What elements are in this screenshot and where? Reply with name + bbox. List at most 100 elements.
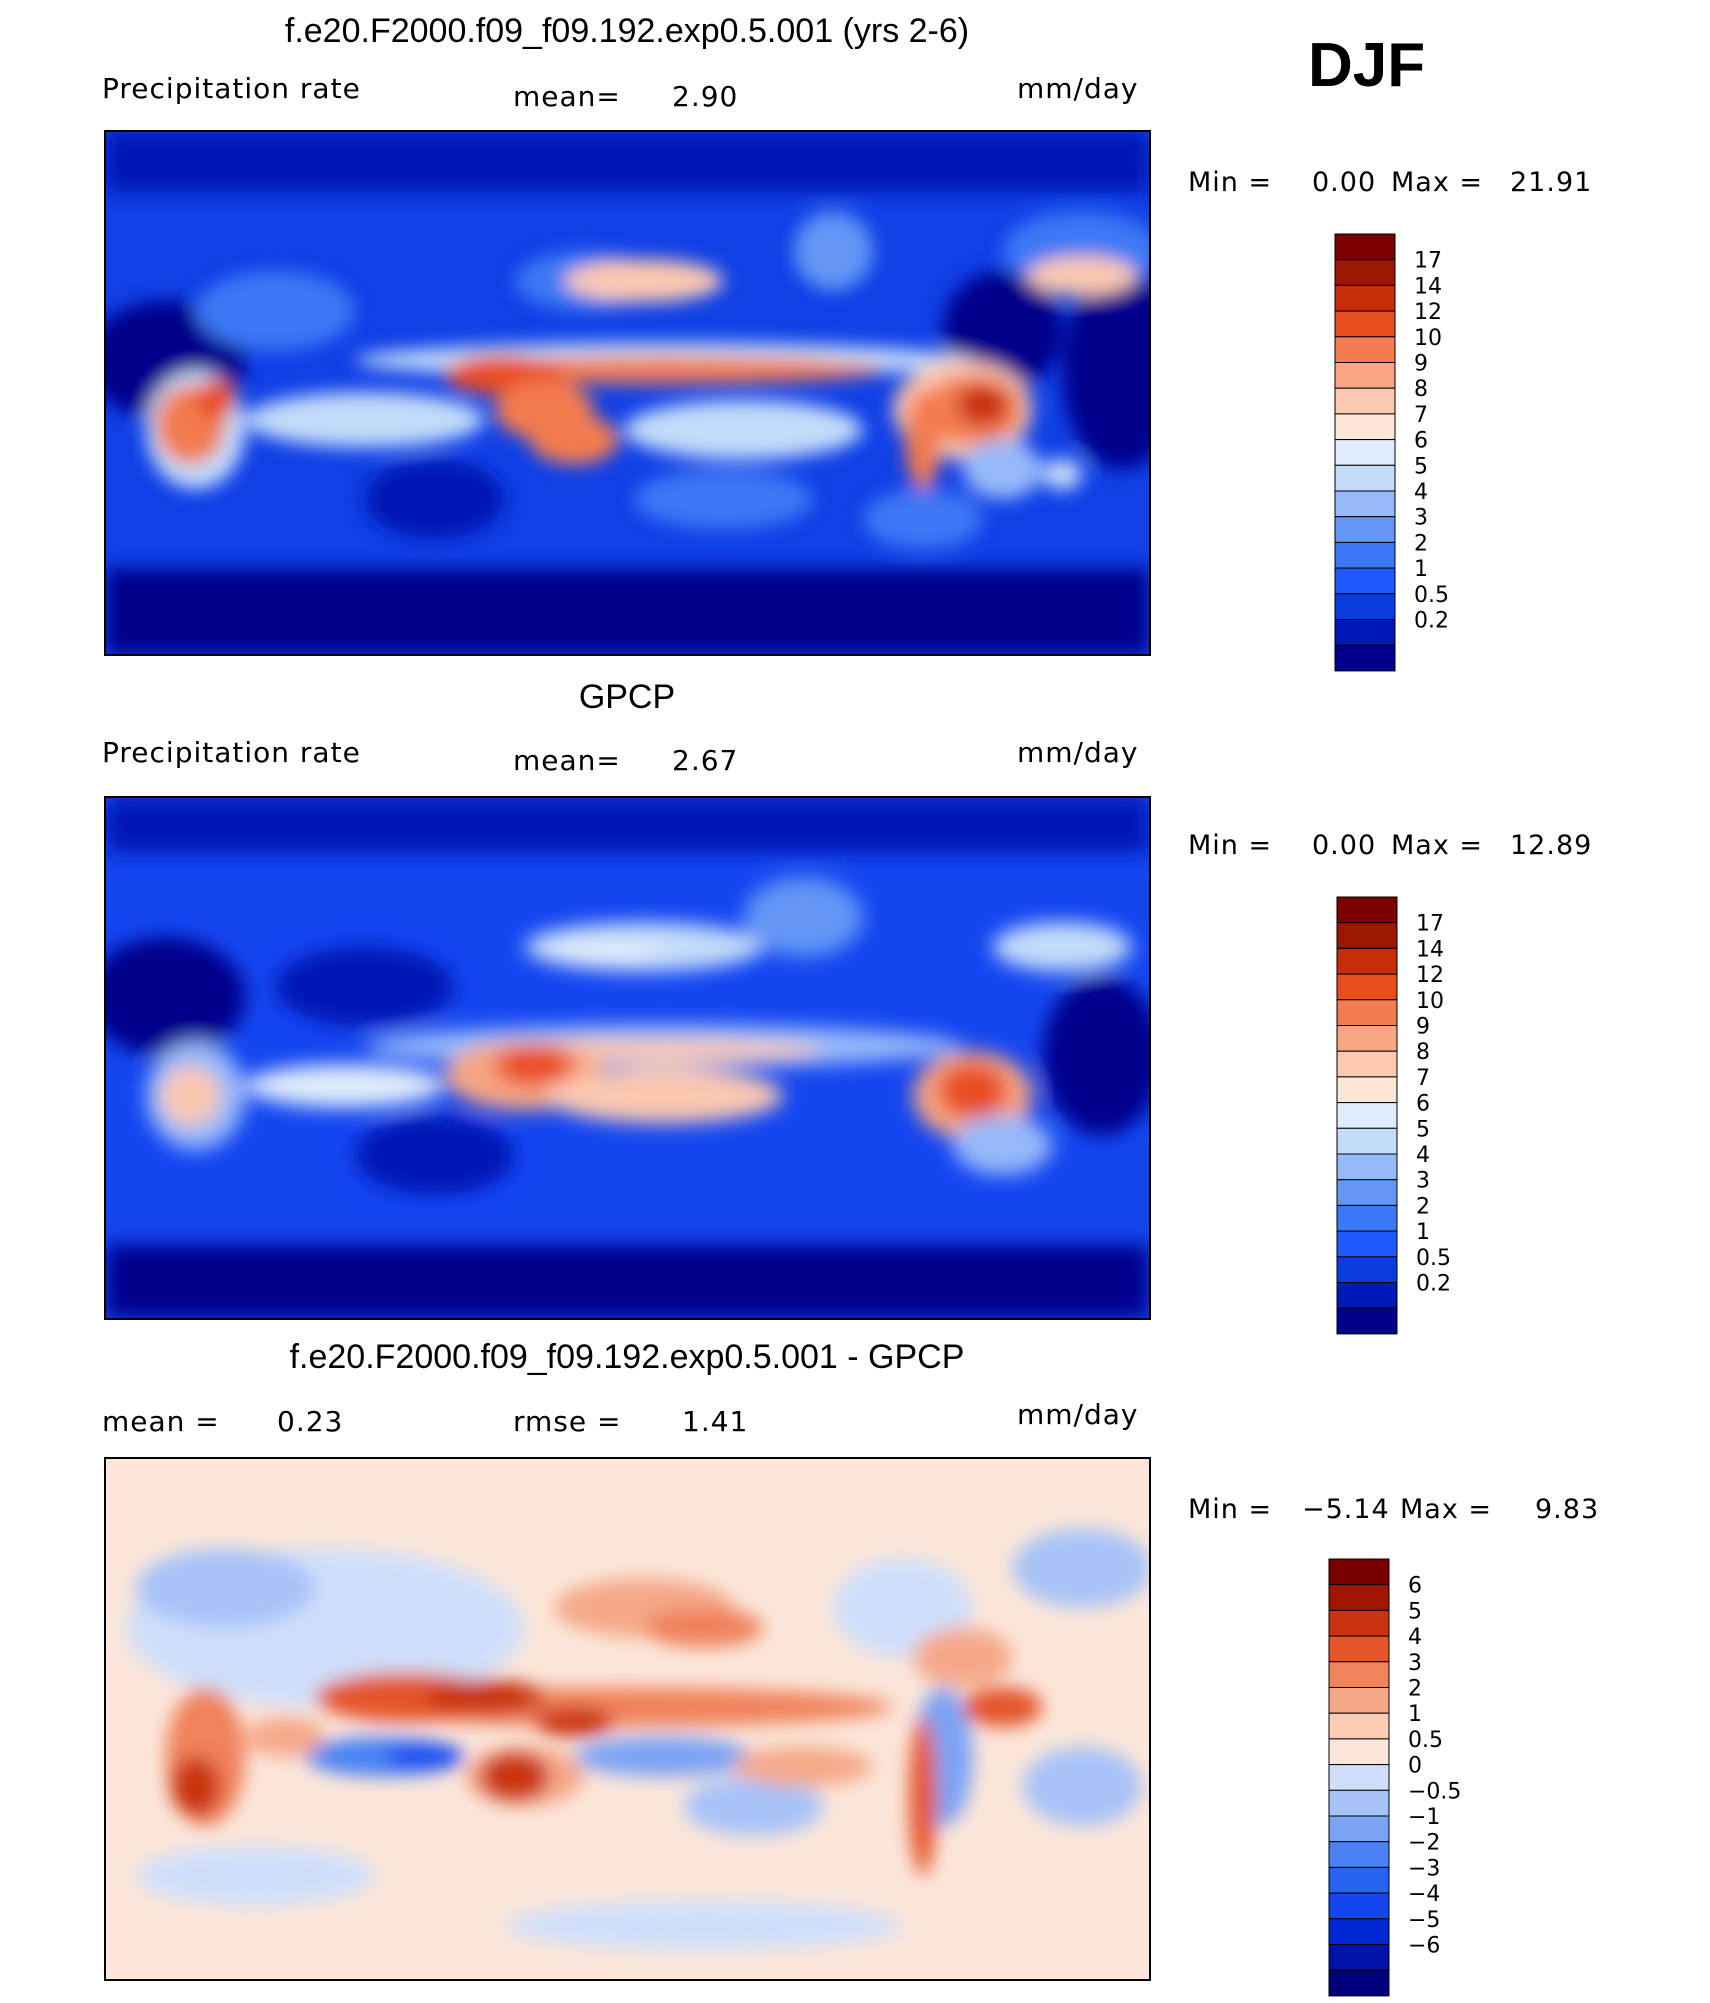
colorbar-tick-label: 10 (1414, 326, 1442, 351)
colorbar-tick-label: −2 (1408, 1831, 1440, 1856)
colorbar-tick-label: 8 (1416, 1040, 1430, 1065)
panel3-map-field (106, 1459, 1149, 1979)
panel1-title: f.e20.F2000.f09_f09.192.exp0.5.001 (yrs … (284, 12, 970, 50)
panel1-min-value: 0.00 (1312, 167, 1377, 198)
colorbar-tick-label: 17 (1414, 249, 1442, 274)
colorbar-tick-label: 5 (1416, 1117, 1430, 1142)
panel2-mean-value: 2.67 (672, 744, 739, 777)
colorbar-tick-label: −3 (1408, 1856, 1440, 1881)
panel3-units: mm/day (1017, 1398, 1139, 1431)
colorbar-swatch (1334, 567, 1396, 595)
colorbar-tick-label: 0.5 (1416, 1246, 1451, 1271)
panel1-mean-label: mean= (513, 80, 621, 113)
colorbar-swatch (1328, 1558, 1390, 1586)
colorbar-swatch (1328, 1944, 1390, 1971)
colorbar-swatch (1336, 1179, 1398, 1206)
colorbar-swatch (1328, 1969, 1390, 1997)
colorbar-swatch (1334, 310, 1396, 338)
colorbar-tick-label: 1 (1408, 1702, 1422, 1727)
colorbar-tick-label: 14 (1416, 937, 1444, 962)
colorbar-swatch (1334, 336, 1396, 364)
colorbar-tick-label: 0.2 (1414, 609, 1449, 634)
colorbar-swatch (1336, 1127, 1398, 1155)
colorbar-tick-label: 12 (1414, 300, 1442, 325)
panel1-variable-label: Precipitation rate (102, 72, 361, 105)
colorbar-swatch (1328, 1866, 1390, 1894)
colorbar-swatch (1336, 947, 1398, 975)
colorbar-swatch (1334, 593, 1396, 620)
colorbar-tick-label: −0.5 (1408, 1779, 1461, 1804)
colorbar-tick-label: 6 (1414, 429, 1428, 454)
colorbar-swatch (1328, 1584, 1390, 1611)
panel2-min-value: 0.00 (1312, 830, 1377, 861)
colorbar-tick-label: 5 (1414, 454, 1428, 479)
colorbar-tick-label: 6 (1408, 1574, 1422, 1599)
colorbar-swatch (1334, 439, 1396, 466)
colorbar-tick-label: 3 (1416, 1169, 1430, 1194)
panel1-map-field (106, 132, 1149, 654)
colorbar-swatch (1328, 1841, 1390, 1868)
panel1-units: mm/day (1017, 72, 1139, 105)
colorbar-tick-label: 4 (1408, 1625, 1422, 1650)
colorbar-swatch (1334, 619, 1396, 646)
panel3-mean-label: mean = (102, 1405, 220, 1438)
colorbar-swatch (1334, 413, 1396, 441)
colorbar-swatch (1328, 1738, 1390, 1766)
panel1-min-label: Min = (1188, 167, 1273, 198)
panel2-min-label: Min = (1188, 830, 1273, 861)
panel2-mean-label: mean= (513, 744, 621, 777)
colorbar-swatch (1328, 1687, 1390, 1714)
colorbar-tick-label: −4 (1408, 1882, 1440, 1907)
panel1-max-value: 21.91 (1510, 167, 1593, 198)
panel3-mean-value: 0.23 (277, 1405, 344, 1438)
panel3-title: f.e20.F2000.f09_f09.192.exp0.5.001 - GPC… (289, 1338, 965, 1376)
panel3-rmse-label: rmse = (513, 1405, 622, 1438)
colorbar-swatch (1334, 464, 1396, 492)
colorbar-swatch (1334, 387, 1396, 415)
colorbar-swatch (1336, 896, 1398, 924)
colorbar-swatch (1328, 1609, 1390, 1637)
colorbar-swatch (1334, 259, 1396, 286)
colorbar-swatch (1328, 1764, 1390, 1791)
panel2-title: GPCP (578, 678, 676, 716)
colorbar-tick-label: 4 (1414, 480, 1428, 505)
colorbar-swatch (1334, 541, 1396, 569)
colorbar-swatch (1328, 1815, 1390, 1843)
colorbar-swatch (1336, 1204, 1398, 1232)
colorbar-tick-label: 17 (1416, 912, 1444, 937)
colorbar-swatch (1336, 1153, 1398, 1181)
colorbar-swatch (1336, 1256, 1398, 1283)
colorbar-tick-label: 2 (1414, 531, 1428, 556)
panel2-map-field (106, 798, 1149, 1318)
panel2-max-value: 12.89 (1510, 830, 1593, 861)
colorbar-tick-label: 12 (1416, 963, 1444, 988)
colorbar-tick-label: 4 (1416, 1143, 1430, 1168)
panel3-min-label: Min = (1188, 1494, 1273, 1525)
panel1-mean-value: 2.90 (672, 80, 739, 113)
colorbar-tick-label: 9 (1414, 352, 1428, 377)
panel2-max-label: Max = (1391, 830, 1484, 861)
colorbar-swatch (1336, 1025, 1398, 1052)
panel1-max-label: Max = (1391, 167, 1484, 198)
colorbar-swatch (1328, 1635, 1390, 1663)
colorbar-tick-label: 3 (1414, 506, 1428, 531)
colorbar-swatch (1328, 1918, 1390, 1945)
colorbar-swatch (1336, 1102, 1398, 1129)
panel2-colorbar: 17 14 12 10 9 8 7 6 5 4 3 2 1 0.5 0.2 (1336, 896, 1496, 1341)
colorbar-swatch (1328, 1661, 1390, 1689)
panel1-map (104, 130, 1151, 656)
panel2-map (104, 796, 1151, 1320)
colorbar-swatch (1336, 1282, 1398, 1309)
colorbar-tick-label: 2 (1408, 1677, 1422, 1702)
colorbar-tick-label: 0.5 (1408, 1728, 1443, 1753)
colorbar-swatch (1328, 1789, 1390, 1817)
colorbar-tick-label: 0.5 (1414, 583, 1449, 608)
colorbar-tick-label: 3 (1408, 1651, 1422, 1676)
colorbar-swatch (1336, 922, 1398, 949)
colorbar-tick-label: 5 (1408, 1599, 1422, 1624)
colorbar-swatch (1336, 1050, 1398, 1078)
colorbar-swatch (1334, 284, 1396, 312)
colorbar-tick-label: 7 (1414, 403, 1428, 428)
